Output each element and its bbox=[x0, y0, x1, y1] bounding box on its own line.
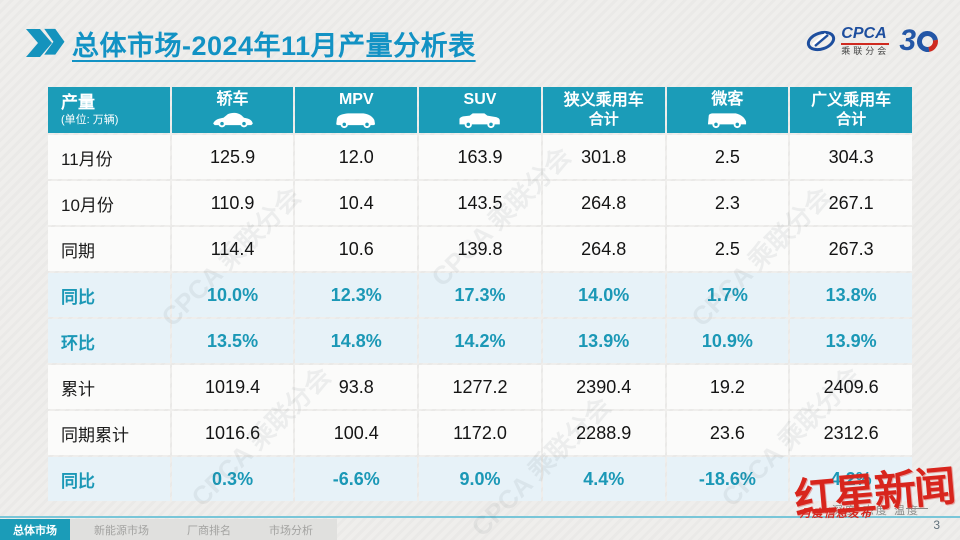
table-cell: 4.4% bbox=[542, 457, 665, 501]
table-cell: 114.4 bbox=[171, 227, 294, 271]
table-cell: 12.0 bbox=[295, 135, 418, 179]
page-title: 总体市场-2024年11月产量分析表 bbox=[72, 31, 476, 61]
table-cell: 304.3 bbox=[790, 135, 912, 179]
column-header-suv: SUV bbox=[419, 87, 541, 133]
tab-nev-market[interactable]: 新能源市场 bbox=[94, 524, 149, 537]
cpca-emblem-icon bbox=[807, 30, 836, 52]
row-label: 10月份 bbox=[48, 181, 170, 225]
table-cell: 1019.4 bbox=[171, 365, 294, 409]
table-cell: 0.3% bbox=[171, 457, 294, 501]
table-cell: 10.9% bbox=[666, 319, 789, 363]
column-header-microvan: 微客 bbox=[666, 87, 789, 133]
production-table: CPCA 乘联分会 CPCA 乘联分会 CPCA 乘联分会 CPCA 乘联分会 … bbox=[48, 87, 912, 540]
table-cell: 2288.9 bbox=[542, 411, 665, 455]
double-chevron-icon bbox=[26, 28, 65, 57]
table-cell: 301.8 bbox=[542, 135, 665, 179]
table-cell: 2409.6 bbox=[790, 365, 912, 409]
tab-market-analysis[interactable]: 市场分析 bbox=[269, 524, 313, 537]
table-cell: 125.9 bbox=[171, 135, 294, 179]
table-cell: 2.3 bbox=[666, 181, 789, 225]
table-cell: -18.6% bbox=[666, 457, 789, 501]
table-cell: 264.8 bbox=[542, 227, 665, 271]
table-grid: 产量 (单位: 万辆) 轿车 MPV SUV bbox=[48, 87, 912, 501]
table-cell: 2312.6 bbox=[790, 411, 912, 455]
table-cell: 14.0% bbox=[542, 273, 665, 317]
column-header-broad-pv-total: 广义乘用车 合计 bbox=[790, 87, 912, 133]
row-label: 同期 bbox=[48, 227, 170, 271]
table-cell: 264.8 bbox=[542, 181, 665, 225]
table-cell: 13.5% bbox=[171, 319, 294, 363]
anniversary-3: 3 bbox=[899, 24, 916, 57]
microvan-icon bbox=[708, 113, 747, 128]
table-cell: 1277.2 bbox=[419, 365, 541, 409]
column-header-narrow-pv-total: 狭义乘用车 合计 bbox=[542, 87, 665, 133]
table-cell: 10.6 bbox=[295, 227, 418, 271]
tab-overall-market[interactable]: 总体市场 bbox=[0, 519, 70, 540]
table-cell: 14.2% bbox=[419, 319, 541, 363]
table-cell: 17.3% bbox=[419, 273, 541, 317]
cpca-logo: CPCA 乘联分会 bbox=[806, 26, 890, 56]
column-header-sedan: 轿车 bbox=[171, 87, 294, 133]
anniversary-30-logo: 3 bbox=[899, 24, 943, 57]
sedan-icon bbox=[212, 112, 253, 128]
bottom-tab-bar: 总体市场 新能源市场 厂商排名 市场分析 bbox=[0, 519, 337, 540]
table-cell: 2.5 bbox=[666, 227, 789, 271]
logo-group: CPCA 乘联分会 3 bbox=[806, 24, 943, 57]
table-cell: 13.9% bbox=[542, 319, 665, 363]
table-cell: 4.2% bbox=[790, 457, 912, 501]
table-cell: 267.1 bbox=[790, 181, 912, 225]
suv-icon bbox=[459, 113, 500, 128]
row-label: 累计 bbox=[48, 365, 170, 409]
table-cell: 267.3 bbox=[790, 227, 912, 271]
table-cell: 2390.4 bbox=[542, 365, 665, 409]
row-label: 环比 bbox=[48, 319, 170, 363]
row-label: 同比 bbox=[48, 457, 170, 501]
row-label: 同期累计 bbox=[48, 411, 170, 455]
table-cell: 110.9 bbox=[171, 181, 294, 225]
table-cell: 1016.6 bbox=[171, 411, 294, 455]
cpca-logo-subtext: 乘联分会 bbox=[841, 46, 890, 56]
column-header-mpv: MPV bbox=[295, 87, 418, 133]
table-cell: 23.6 bbox=[666, 411, 789, 455]
mpv-icon bbox=[336, 113, 376, 128]
anniversary-0-ring-icon bbox=[912, 26, 943, 56]
table-cell: 1172.0 bbox=[419, 411, 541, 455]
row-label: 同比 bbox=[48, 273, 170, 317]
tab-manufacturer-ranking[interactable]: 厂商排名 bbox=[187, 524, 231, 537]
table-cell: 9.0% bbox=[419, 457, 541, 501]
news-tagline: 深度 态度 温度 bbox=[831, 505, 920, 517]
table-cell: 19.2 bbox=[666, 365, 789, 409]
table-cell: 143.5 bbox=[419, 181, 541, 225]
table-cell: 13.9% bbox=[790, 319, 912, 363]
table-cell: 139.8 bbox=[419, 227, 541, 271]
table-cell: 13.8% bbox=[790, 273, 912, 317]
page-number: 3 bbox=[933, 518, 940, 532]
row-label: 11月份 bbox=[48, 135, 170, 179]
table-cell: 10.0% bbox=[171, 273, 294, 317]
column-header-unit: 产量 (单位: 万辆) bbox=[48, 87, 170, 133]
cpca-logo-text: CPCA bbox=[841, 26, 890, 45]
footer-divider bbox=[0, 516, 960, 518]
table-cell: 1.7% bbox=[666, 273, 789, 317]
table-cell: 100.4 bbox=[295, 411, 418, 455]
table-cell: -6.6% bbox=[295, 457, 418, 501]
page-number-dash bbox=[906, 508, 928, 509]
table-cell: 93.8 bbox=[295, 365, 418, 409]
table-cell: 14.8% bbox=[295, 319, 418, 363]
table-cell: 12.3% bbox=[295, 273, 418, 317]
redstar-news-subtext: 月度信息发布 bbox=[800, 508, 872, 520]
table-cell: 10.4 bbox=[295, 181, 418, 225]
table-cell: 163.9 bbox=[419, 135, 541, 179]
table-cell: 2.5 bbox=[666, 135, 789, 179]
